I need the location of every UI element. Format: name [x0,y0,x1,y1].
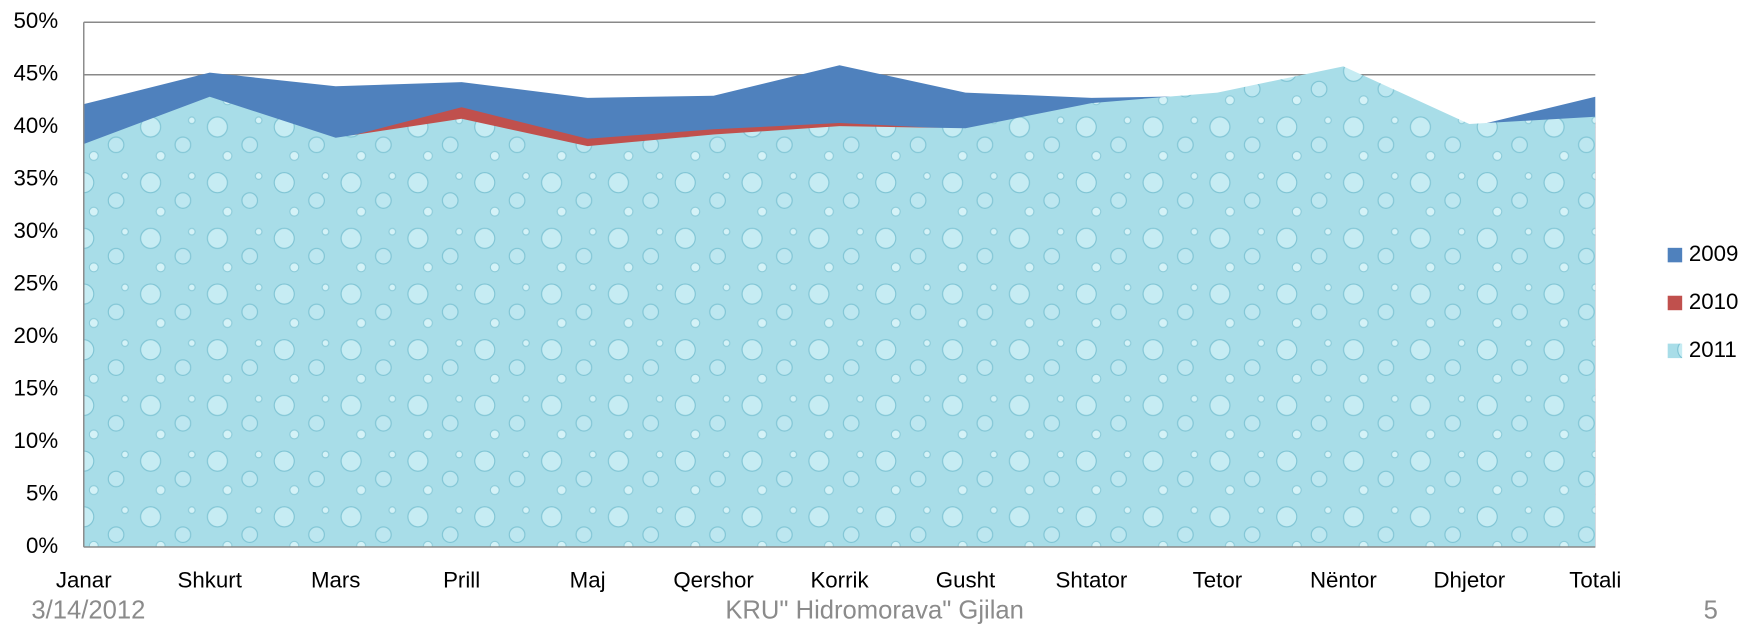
y-tick-label: 25% [14,270,59,295]
y-tick-label: 20% [14,323,59,348]
y-tick-label: 40% [14,113,59,138]
x-tick-label: Shtator [1056,567,1128,592]
y-tick-label: 45% [14,61,59,86]
x-tick-label: Nëntor [1310,567,1377,592]
x-tick-label: Gusht [936,567,996,592]
footer-title: KRU" Hidromorava" Gjilan [725,596,1024,624]
legend-label: 2009 [1689,241,1739,266]
x-tick-label: Dhjetor [1433,567,1505,592]
x-tick-label: Tetor [1193,567,1243,592]
y-tick-label: 15% [14,375,59,400]
x-tick-label: Prill [443,567,480,592]
x-tick-label: Shkurt [178,567,243,592]
x-tick-label: Maj [570,567,606,592]
x-tick-label: Totali [1569,567,1621,592]
x-tick-label: Mars [311,567,360,592]
legend-label: 2011 [1689,337,1737,362]
y-tick-label: 5% [26,480,58,505]
y-tick-label: 30% [14,218,59,243]
y-tick-label: 50% [14,8,59,33]
y-tick-label: 0% [26,533,58,558]
page-number: 5 [1704,596,1718,624]
footer-date: 3/14/2012 [31,596,145,624]
area [83,66,1596,547]
legend-label: 2010 [1689,289,1739,314]
legend-swatch [1667,295,1683,311]
x-tick-label: Qershor [673,567,754,592]
x-tick-label: Korrik [810,567,869,592]
legend-swatch [1667,247,1683,263]
y-tick-label: 35% [14,166,59,191]
y-tick-label: 10% [14,428,59,453]
legend-swatch [1667,343,1683,359]
x-tick-label: Janar [56,567,112,592]
